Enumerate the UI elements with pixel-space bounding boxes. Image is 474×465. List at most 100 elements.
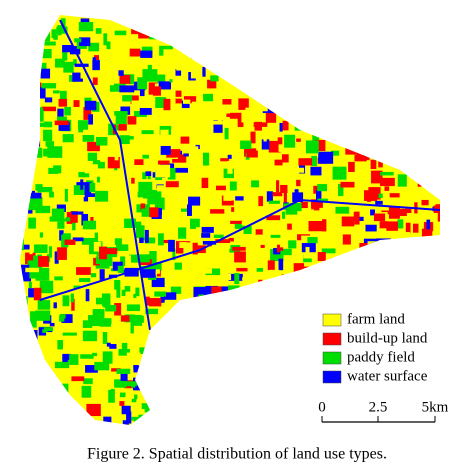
land-patch: [142, 154, 149, 159]
land-patch: [248, 59, 253, 73]
land-patch: [418, 57, 426, 67]
land-patch: [253, 270, 261, 279]
land-patch: [133, 364, 139, 370]
land-patch: [442, 63, 452, 74]
land-patch: [229, 189, 239, 201]
land-patch: [341, 133, 354, 140]
land-patch: [253, 310, 265, 316]
land-patch: [159, 357, 173, 364]
land-patch: [338, 96, 348, 105]
land-patch: [22, 397, 35, 404]
land-patch: [119, 401, 125, 406]
land-patch: [239, 335, 246, 347]
land-patch: [399, 246, 409, 258]
land-patch: [73, 59, 77, 65]
land-patch: [42, 329, 48, 333]
land-patch: [94, 232, 98, 244]
land-patch: [405, 274, 417, 281]
land-patch: [156, 185, 166, 192]
land-patch: [378, 82, 393, 92]
land-patch: [358, 247, 369, 254]
land-patch: [174, 262, 182, 270]
land-patch: [20, 140, 21, 145]
land-patch: [361, 270, 377, 276]
land-patch: [316, 362, 322, 376]
land-patch: [184, 299, 193, 313]
land-patch: [402, 407, 413, 413]
land-patch: [414, 427, 418, 435]
land-patch: [191, 22, 202, 32]
land-patch: [361, 270, 372, 274]
caption: Figure 2. Spatial distribution of land u…: [87, 446, 387, 463]
land-patch: [266, 191, 273, 202]
legend: farm land build-up land paddy field water s…: [322, 311, 428, 384]
land-patch: [108, 389, 115, 403]
land-patch: [73, 285, 81, 289]
land-patch: [292, 294, 305, 302]
land-patch: [313, 204, 320, 211]
land-patch: [371, 171, 376, 182]
land-patch: [217, 115, 222, 125]
land-patch: [428, 95, 432, 105]
land-patch: [310, 109, 317, 117]
land-patch: [312, 129, 320, 142]
land-patch: [175, 69, 182, 76]
land-patch: [175, 167, 188, 173]
land-patch: [107, 156, 120, 169]
land-patch: [181, 262, 191, 274]
land-patch: [201, 177, 209, 189]
land-patch: [272, 100, 285, 107]
land-patch: [258, 279, 263, 289]
land-patch: [145, 308, 159, 315]
land-patch: [71, 411, 86, 425]
land-patch: [394, 264, 405, 277]
land-patch: [217, 359, 231, 366]
land-patch: [71, 376, 85, 382]
land-patch: [344, 396, 348, 404]
land-patch: [176, 190, 183, 194]
scale-bar: 0 2.5 5km: [318, 399, 449, 423]
land-patch: [20, 320, 32, 324]
land-patch: [409, 93, 415, 102]
land-patch: [99, 246, 107, 260]
land-patch: [221, 383, 227, 395]
land-patch: [39, 232, 44, 238]
land-patch: [66, 212, 74, 224]
land-patch: [444, 306, 455, 319]
land-patch: [385, 106, 397, 115]
land-patch: [361, 53, 371, 66]
land-patch: [137, 240, 145, 250]
land-patch: [344, 82, 353, 88]
land-patch: [62, 134, 74, 143]
land-patch: [154, 291, 167, 297]
land-patch: [20, 237, 24, 251]
land-patch: [119, 392, 126, 398]
land-patch: [144, 229, 149, 243]
land-patch: [21, 36, 34, 43]
land-patch: [85, 365, 98, 373]
land-patch: [311, 280, 325, 293]
land-patch: [380, 171, 394, 176]
land-patch: [444, 338, 457, 347]
land-patch: [170, 286, 182, 294]
land-patch: [371, 413, 376, 425]
land-patch: [102, 351, 113, 364]
land-patch: [207, 322, 214, 327]
land-patch: [131, 416, 141, 421]
land-patch: [322, 89, 338, 102]
land-patch: [31, 42, 39, 47]
land-patch: [319, 57, 323, 70]
land-patch: [291, 327, 298, 335]
land-patch: [191, 42, 200, 54]
land-patch: [332, 166, 347, 180]
land-patch: [22, 318, 37, 328]
land-patch: [319, 303, 331, 311]
land-patch: [157, 74, 166, 88]
land-patch: [227, 154, 232, 159]
land-patch: [126, 352, 141, 362]
land-patch: [318, 151, 334, 164]
land-patch: [102, 331, 108, 344]
land-patch: [366, 286, 374, 298]
land-patch: [88, 315, 102, 327]
land-patch: [177, 392, 190, 399]
